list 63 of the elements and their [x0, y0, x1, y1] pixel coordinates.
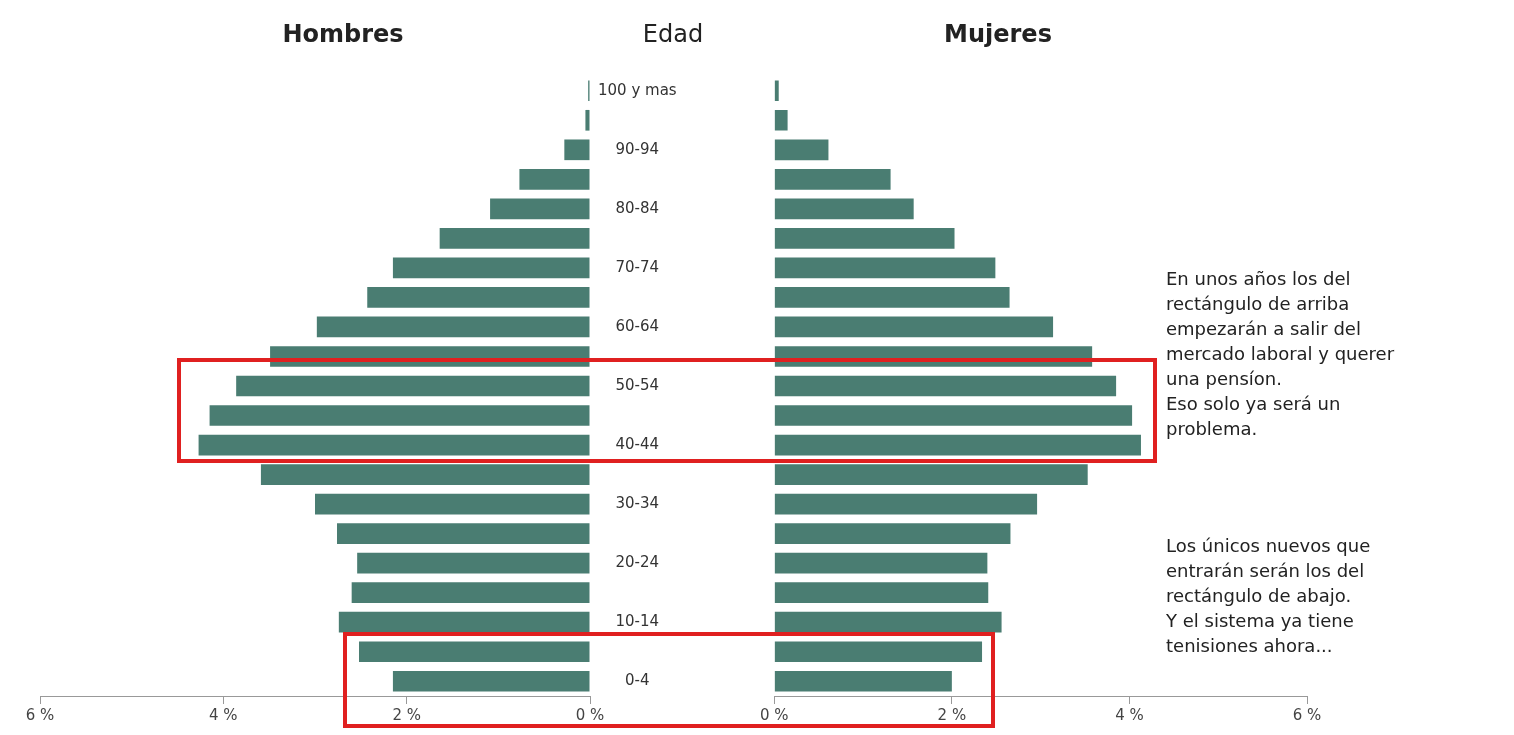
y-tick-label: 60-64 — [615, 316, 660, 335]
x-tick-label: 6 % — [1292, 705, 1322, 724]
annotation: En unos años los del rectángulo de arriba empezarán a salir del mercado laboral y querer una pensíon. Eso solo ya será un problema. — [1166, 267, 1395, 441]
y-tick-label: 50-54 — [615, 375, 660, 394]
bar — [774, 641, 983, 663]
bar — [774, 493, 1038, 515]
bar — [774, 169, 891, 190]
y-tick-label: 90-94 — [615, 139, 660, 158]
bar — [774, 287, 1010, 308]
y-tick-label: 30-34 — [615, 493, 660, 512]
bar — [774, 80, 779, 102]
y-tick-label: 20-24 — [615, 553, 660, 572]
x-tick-label: 6 % — [25, 705, 55, 724]
x-tick-label: 0 % — [759, 705, 789, 724]
bar — [585, 109, 590, 131]
bar — [357, 552, 590, 574]
bar — [774, 139, 829, 161]
bar — [392, 670, 590, 692]
bar — [260, 464, 590, 485]
bar — [198, 434, 590, 456]
y-tick-label: 70-74 — [615, 257, 660, 276]
annotation: Los únicos nuevos que entrarán serán los del rectángulo de abajo. Y el sistema ya tiene tenisiones ahora... — [1166, 534, 1371, 658]
bar — [236, 375, 590, 397]
bar — [338, 611, 590, 633]
bar — [564, 139, 590, 161]
bar — [359, 641, 590, 663]
bar — [209, 405, 590, 426]
y-tick-label: 40-44 — [615, 434, 660, 453]
bar — [490, 198, 590, 220]
bar — [316, 316, 590, 338]
bar — [774, 464, 1088, 485]
y-tick-label: 80-84 — [615, 198, 660, 217]
bar — [774, 228, 955, 249]
bar — [774, 316, 1054, 338]
x-tick-label: 4 % — [209, 705, 238, 724]
bar — [774, 552, 988, 574]
bar — [774, 582, 989, 603]
bar — [774, 434, 1141, 456]
bar — [774, 198, 914, 220]
bar — [392, 257, 590, 279]
x-tick-label: 2 % — [937, 705, 967, 724]
bar — [774, 109, 788, 131]
y-tick-label: 100 y mas — [598, 80, 677, 99]
x-tick-label: 4 % — [1115, 705, 1144, 724]
y-tick-label: 10-14 — [615, 612, 660, 631]
chart-title: Hombres — [282, 20, 404, 48]
bar — [774, 670, 952, 692]
chart-title: Mujeres — [944, 20, 1052, 48]
bar — [337, 523, 590, 544]
x-tick-label: 0 % — [575, 705, 605, 724]
bar — [367, 287, 590, 308]
bar — [774, 257, 996, 279]
bar — [439, 228, 590, 249]
bar — [519, 169, 590, 190]
bar — [774, 405, 1133, 426]
bar — [315, 493, 590, 515]
bar — [774, 611, 1002, 633]
x-tick-label: 2 % — [392, 705, 421, 724]
bar — [774, 375, 1117, 397]
y-axis-title: Edad — [642, 20, 704, 48]
bar — [774, 523, 1011, 544]
bar — [351, 582, 590, 603]
y-tick-label: 0-4 — [625, 671, 650, 690]
